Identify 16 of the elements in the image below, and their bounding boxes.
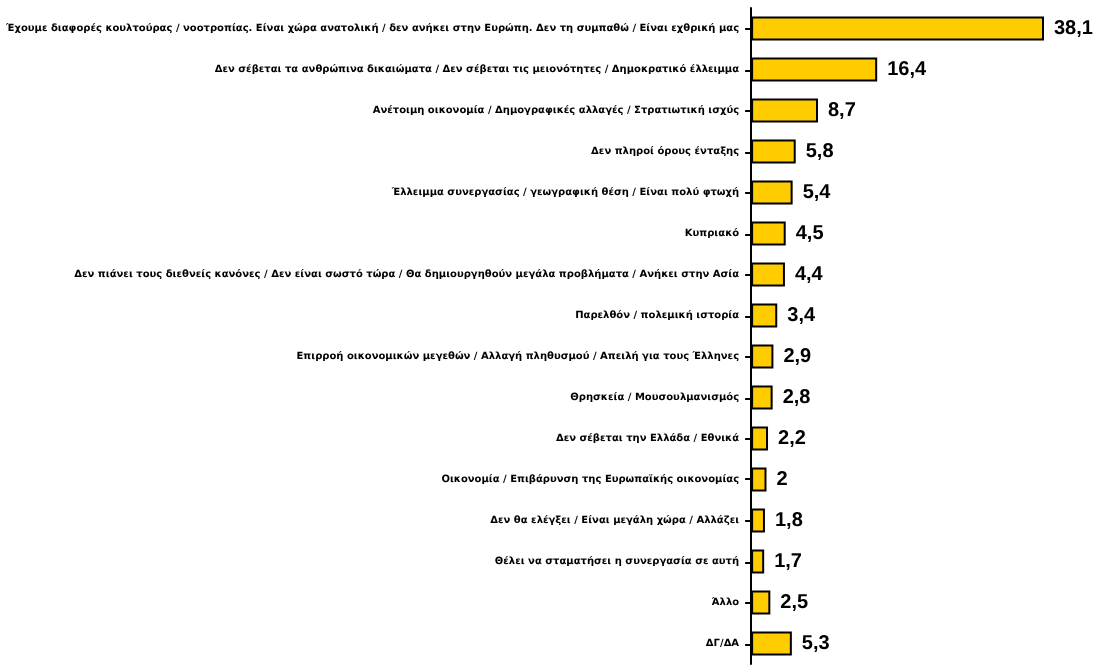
data-label: 38,1 xyxy=(1054,17,1094,40)
data-label: 2,8 xyxy=(782,386,812,409)
data-label: 2,9 xyxy=(783,345,813,368)
data-label: 2 xyxy=(776,468,789,491)
data-label: 4,4 xyxy=(794,263,824,286)
data-label: 1,7 xyxy=(774,550,803,573)
data-label: 5,8 xyxy=(805,140,835,163)
data-label: 5,4 xyxy=(802,181,832,204)
data-label: 2,5 xyxy=(780,591,810,614)
data-label: 3,4 xyxy=(787,304,816,327)
data-label: 2,2 xyxy=(778,427,807,450)
data-label: 8,7 xyxy=(827,99,857,122)
data-label: 16,4 xyxy=(887,58,927,81)
data-label: 1,8 xyxy=(774,509,804,532)
data-label: 4,5 xyxy=(795,222,825,245)
data-label: 5,3 xyxy=(801,632,831,655)
